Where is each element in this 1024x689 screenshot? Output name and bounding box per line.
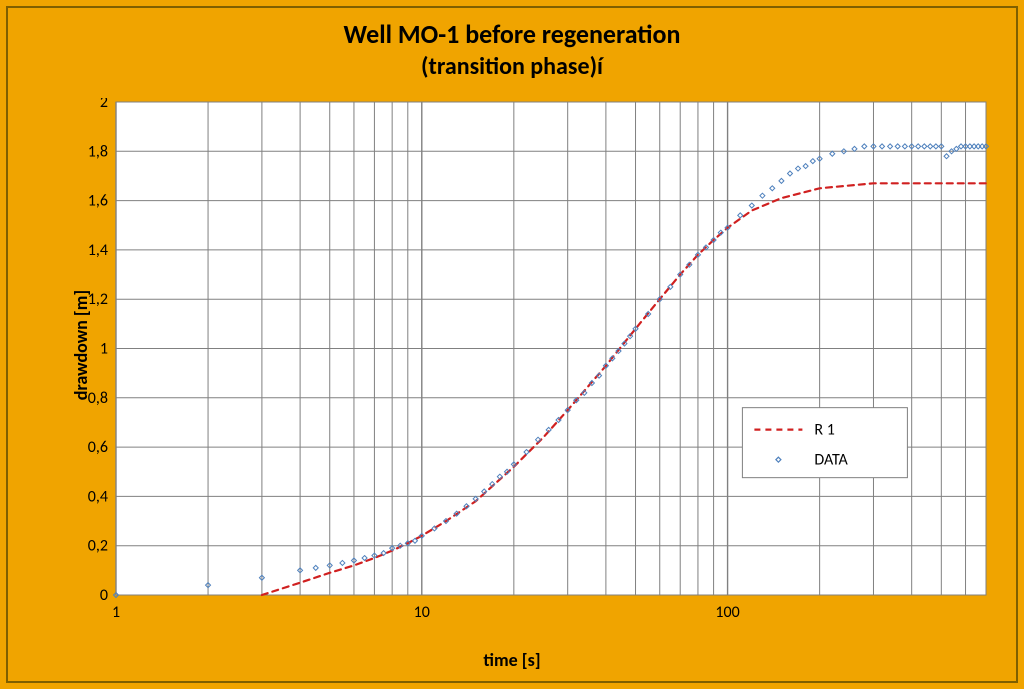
svg-text:R 1: R 1	[814, 421, 834, 440]
chart-svg: 0 0,2 0,4 0,6 0,8 1 1,2 1,4 1,6 1,8 2 1 10 100 R 1 DATA	[68, 98, 996, 631]
svg-text:0: 0	[100, 586, 108, 605]
svg-text:1: 1	[100, 340, 108, 359]
svg-text:0,6: 0,6	[88, 438, 108, 457]
svg-text:1,4: 1,4	[88, 241, 108, 260]
svg-text:0,2: 0,2	[88, 537, 108, 556]
chart-panel: Well MO-1 before regeneration (transitio…	[6, 6, 1018, 683]
svg-text:0,8: 0,8	[88, 389, 108, 408]
x-axis-label: time [s]	[8, 649, 1016, 671]
svg-text:DATA: DATA	[814, 451, 848, 470]
svg-text:10: 10	[414, 603, 430, 622]
svg-text:2: 2	[100, 98, 108, 112]
chart-outer: Well MO-1 before regeneration (transitio…	[0, 0, 1024, 689]
svg-text:100: 100	[715, 603, 739, 622]
svg-text:1,2: 1,2	[88, 290, 108, 309]
chart-title-line1: Well MO-1 before regeneration	[8, 18, 1016, 50]
plot-area: 0 0,2 0,4 0,6 0,8 1 1,2 1,4 1,6 1,8 2 1 10 100 R 1 DATA	[68, 98, 996, 631]
svg-text:0,4: 0,4	[88, 487, 108, 506]
svg-text:1: 1	[112, 603, 120, 622]
svg-text:1,8: 1,8	[88, 142, 108, 161]
chart-title-line2: (transition phase)í	[8, 52, 1016, 81]
svg-text:1,6: 1,6	[88, 192, 108, 211]
